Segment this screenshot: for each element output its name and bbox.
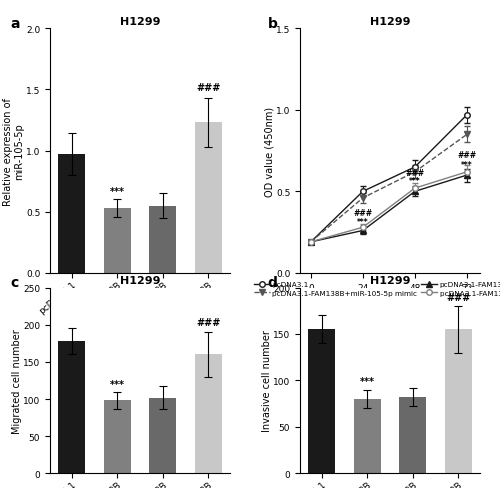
Bar bbox=[444, 330, 472, 473]
Text: ###: ### bbox=[446, 293, 470, 303]
Title: H1299: H1299 bbox=[370, 17, 410, 27]
Text: ***: *** bbox=[110, 379, 125, 389]
Legend: pcDNA3.1, pcDNA3.1-FAM138B+miR-105-5p mimic, pcDNA3.1-FAM138B, pcDNA3.1-FAM138B+: pcDNA3.1, pcDNA3.1-FAM138B+miR-105-5p mi… bbox=[254, 282, 500, 296]
Text: ***: *** bbox=[409, 177, 421, 185]
Text: ***: *** bbox=[357, 217, 368, 226]
Y-axis label: Relative expression of
miR-105-5p: Relative expression of miR-105-5p bbox=[3, 98, 24, 205]
Text: d: d bbox=[268, 275, 278, 289]
Bar bbox=[104, 209, 131, 273]
Bar bbox=[399, 397, 426, 473]
Text: ###: ### bbox=[458, 150, 476, 160]
Title: H1299: H1299 bbox=[370, 276, 410, 286]
Text: ***: *** bbox=[360, 376, 375, 386]
Title: H1299: H1299 bbox=[120, 276, 160, 286]
X-axis label: Time (h): Time (h) bbox=[370, 295, 410, 305]
Title: H1299: H1299 bbox=[120, 17, 160, 27]
Text: ###: ### bbox=[354, 209, 372, 218]
Y-axis label: Invasive cell number: Invasive cell number bbox=[262, 330, 272, 431]
Text: ###: ### bbox=[406, 168, 424, 177]
Bar bbox=[194, 123, 222, 273]
Bar bbox=[308, 330, 336, 473]
Bar bbox=[149, 206, 176, 273]
Text: c: c bbox=[10, 275, 18, 289]
Bar bbox=[58, 341, 86, 473]
Y-axis label: OD value (450nm): OD value (450nm) bbox=[264, 106, 274, 196]
Text: ###: ### bbox=[196, 317, 220, 327]
Bar bbox=[104, 401, 131, 473]
Text: ***: *** bbox=[461, 160, 473, 169]
Y-axis label: Migrated cell number: Migrated cell number bbox=[12, 328, 22, 433]
Text: ***: *** bbox=[110, 186, 125, 197]
Text: a: a bbox=[10, 17, 20, 31]
Bar bbox=[194, 355, 222, 473]
Bar bbox=[149, 398, 176, 473]
Text: ###: ### bbox=[196, 83, 220, 93]
Bar bbox=[58, 155, 86, 273]
Bar bbox=[354, 399, 381, 473]
Text: b: b bbox=[268, 17, 278, 31]
